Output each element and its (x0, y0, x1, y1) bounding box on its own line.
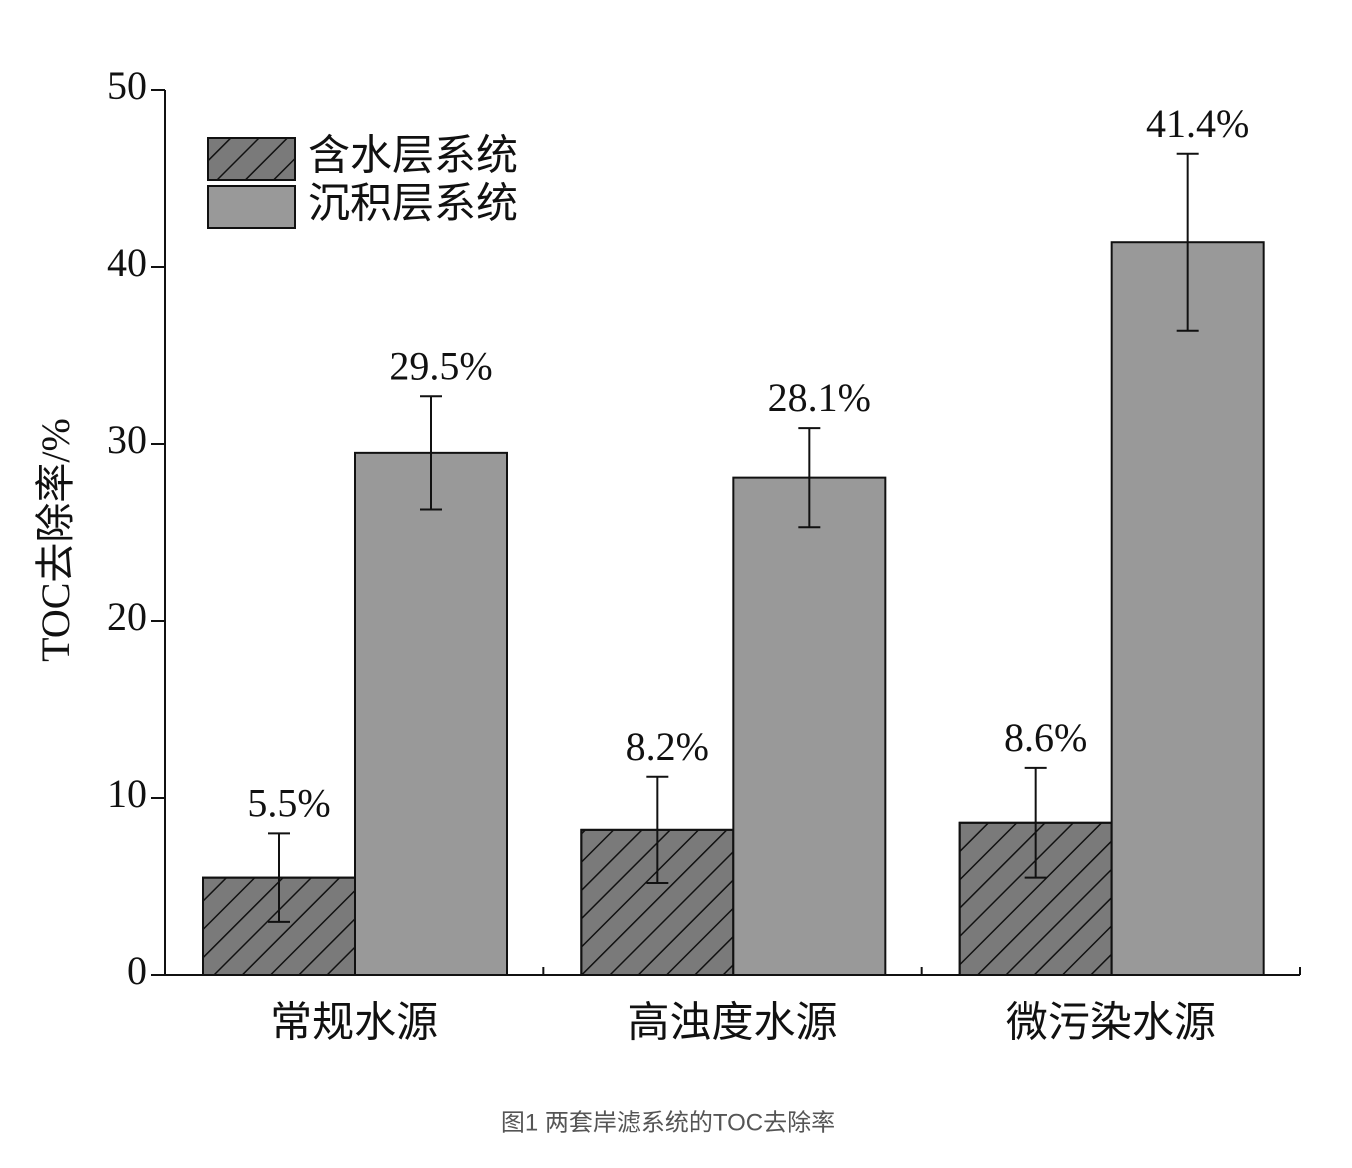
y-tick-label: 0 (127, 948, 147, 993)
value-label: 28.1% (768, 375, 871, 420)
y-tick-label: 40 (107, 240, 147, 285)
bar (732, 476, 887, 976)
value-label: 8.6% (1004, 715, 1087, 760)
bar (354, 451, 508, 977)
x-tick-label: 高浊度水源 (627, 1001, 837, 1047)
error-bar (798, 427, 821, 529)
error-bar (1024, 766, 1047, 879)
error-bar (420, 395, 442, 511)
value-label: 8.2% (626, 724, 709, 769)
y-tick-label: 10 (107, 771, 147, 816)
value-label: 29.5% (389, 343, 492, 388)
legend-label: 沉积层系统 (308, 182, 518, 228)
y-tick-label: 30 (107, 417, 147, 462)
caption: 图1 两套岸滤系统的TOC去除率 (501, 1109, 835, 1136)
x-tick-label: 微污染水源 (1006, 1001, 1216, 1047)
legend-label: 含水层系统 (308, 134, 518, 180)
value-label: 41.4% (1146, 101, 1249, 146)
x-tick-label: 常规水源 (270, 1001, 438, 1047)
error-bar (268, 832, 290, 923)
legend-swatch (207, 185, 296, 229)
y-axis-label: TOC去除率/% (33, 418, 78, 662)
legend-hatch (207, 137, 296, 181)
error-bar (1176, 152, 1199, 332)
y-tick-label: 50 (107, 63, 147, 108)
error-bar (646, 775, 669, 884)
y-tick-label: 20 (107, 594, 147, 639)
bar (1110, 241, 1265, 977)
value-label: 5.5% (247, 781, 330, 826)
